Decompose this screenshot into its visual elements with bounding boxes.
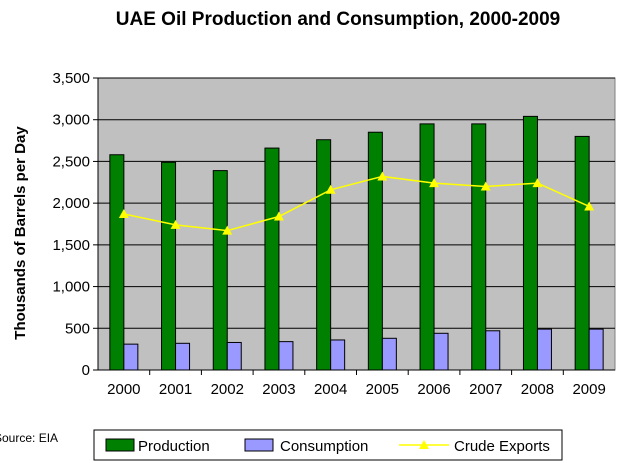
line-marker: [480, 181, 491, 191]
x-tick-label: 2001: [159, 381, 192, 398]
bar-production: [212, 170, 228, 371]
x-tick-label: 2007: [469, 381, 502, 398]
x-axis-ticks: 2000 2001 2002 2003 2004 2005 2006 2007 2008 2009: [107, 370, 606, 398]
line-marker: [325, 184, 336, 194]
bar-production: [316, 139, 332, 371]
bar-production: [109, 154, 125, 371]
line-marker: [429, 178, 440, 188]
x-tick-label: 2000: [107, 381, 140, 398]
y-tick-label: 1,500: [52, 237, 90, 254]
y-tick-label: 1,000: [52, 279, 90, 296]
source-note: Source: EIA: [0, 431, 58, 445]
bar-production: [367, 131, 383, 371]
bar-production: [419, 123, 435, 371]
legend-swatch-consumption: [244, 438, 274, 452]
y-axis-ticks: 0 500 1,000 1,500 2,000 2,500 3,000 3,500: [52, 70, 98, 379]
bar-production: [574, 135, 590, 371]
x-tick-label: 2003: [262, 381, 295, 398]
legend-label-production: Production: [138, 438, 210, 455]
bar-production: [264, 147, 280, 371]
line-marker: [532, 178, 543, 188]
line-marker: [222, 225, 233, 235]
bar-consumption: [330, 339, 346, 371]
bar-consumption: [226, 341, 242, 371]
x-tick-label: 2002: [211, 381, 244, 398]
y-tick-label: 2,000: [52, 195, 90, 212]
bar-consumption: [485, 330, 501, 371]
y-tick-label: 0: [82, 362, 90, 379]
y-axis-label: Thousands of Barrels per Day: [12, 126, 29, 340]
line-marker: [584, 201, 595, 211]
y-tick-label: 3,500: [52, 70, 90, 87]
line-marker: [377, 171, 388, 181]
x-tick-label: 2009: [572, 381, 605, 398]
x-tick-label: 2006: [417, 381, 450, 398]
line-marker: [118, 208, 129, 218]
bar-consumption: [123, 343, 139, 371]
x-tick-label: 2008: [521, 381, 554, 398]
y-tick-label: 2,500: [52, 153, 90, 170]
bar-production: [161, 161, 177, 371]
bar-production: [522, 115, 538, 371]
bar-consumption: [175, 342, 191, 371]
legend: Production Consumption Crude Exports: [93, 429, 563, 461]
y-tick-label: 3,000: [52, 112, 90, 129]
legend-label-consumption: Consumption: [280, 438, 368, 455]
bar-consumption: [433, 332, 449, 371]
line-crude-exports: [123, 175, 590, 232]
bar-consumption: [278, 341, 294, 371]
line-series: [118, 171, 595, 235]
legend-box: [93, 429, 563, 461]
y-tick-label: 500: [65, 320, 90, 337]
line-marker: [273, 211, 284, 221]
legend-label-crude-exports: Crude Exports: [454, 438, 550, 455]
chart-title: UAE Oil Production and Consumption, 2000…: [116, 9, 560, 30]
legend-swatch-production: [105, 438, 135, 452]
bar-consumption: [536, 328, 552, 371]
line-marker: [170, 219, 181, 229]
bar-consumption: [381, 337, 397, 371]
bar-consumption: [588, 328, 604, 371]
x-tick-label: 2004: [314, 381, 347, 398]
x-tick-label: 2005: [366, 381, 399, 398]
legend-marker: [419, 440, 429, 449]
bar-production: [471, 123, 487, 371]
